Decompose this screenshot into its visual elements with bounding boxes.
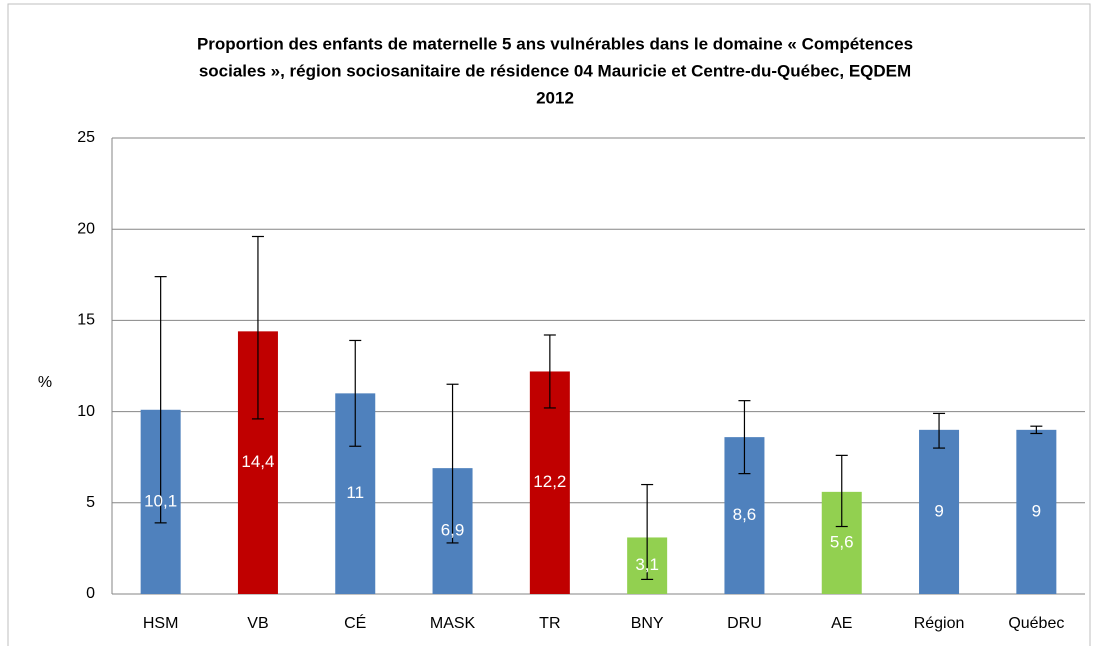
x-tick-label: TR: [539, 615, 560, 632]
bar: [919, 429, 960, 594]
x-tick-label: CÉ: [344, 613, 366, 632]
data-label: 14,4: [241, 452, 274, 471]
bar: [1016, 429, 1057, 594]
chart-title: sociales », région sociosanitaire de rés…: [199, 61, 911, 80]
chart-title: Proportion des enfants de maternelle 5 a…: [197, 34, 913, 53]
x-tick-label: AE: [831, 615, 852, 632]
x-tick-label: HSM: [143, 615, 179, 632]
data-label: 10,1: [144, 491, 177, 510]
data-label: 9: [1032, 501, 1041, 520]
y-tick-label: 25: [77, 129, 95, 146]
y-tick-label: 20: [77, 220, 95, 237]
data-label: 12,2: [533, 472, 566, 491]
y-tick-label: 5: [86, 494, 95, 511]
data-label: 6,9: [441, 521, 465, 540]
x-tick-label: Québec: [1008, 615, 1064, 632]
data-label: 8,6: [733, 505, 757, 524]
y-tick-label: 10: [77, 403, 95, 420]
bar: [529, 371, 570, 594]
x-tick-label: Région: [914, 615, 965, 632]
data-label: 9: [934, 501, 943, 520]
x-tick-label: VB: [247, 615, 268, 632]
data-label: 3,1: [635, 555, 659, 574]
y-tick-label: 0: [86, 585, 95, 602]
y-axis-label: %: [38, 374, 52, 391]
data-label: 11: [346, 483, 364, 502]
x-tick-label: BNY: [631, 615, 664, 632]
x-tick-label: DRU: [727, 615, 762, 632]
y-tick-label: 15: [77, 312, 95, 329]
chart-title: 2012: [536, 88, 574, 107]
x-tick-label: MASK: [430, 615, 476, 632]
chart-border: [7, 3, 1091, 646]
data-label: 5,6: [830, 532, 854, 551]
